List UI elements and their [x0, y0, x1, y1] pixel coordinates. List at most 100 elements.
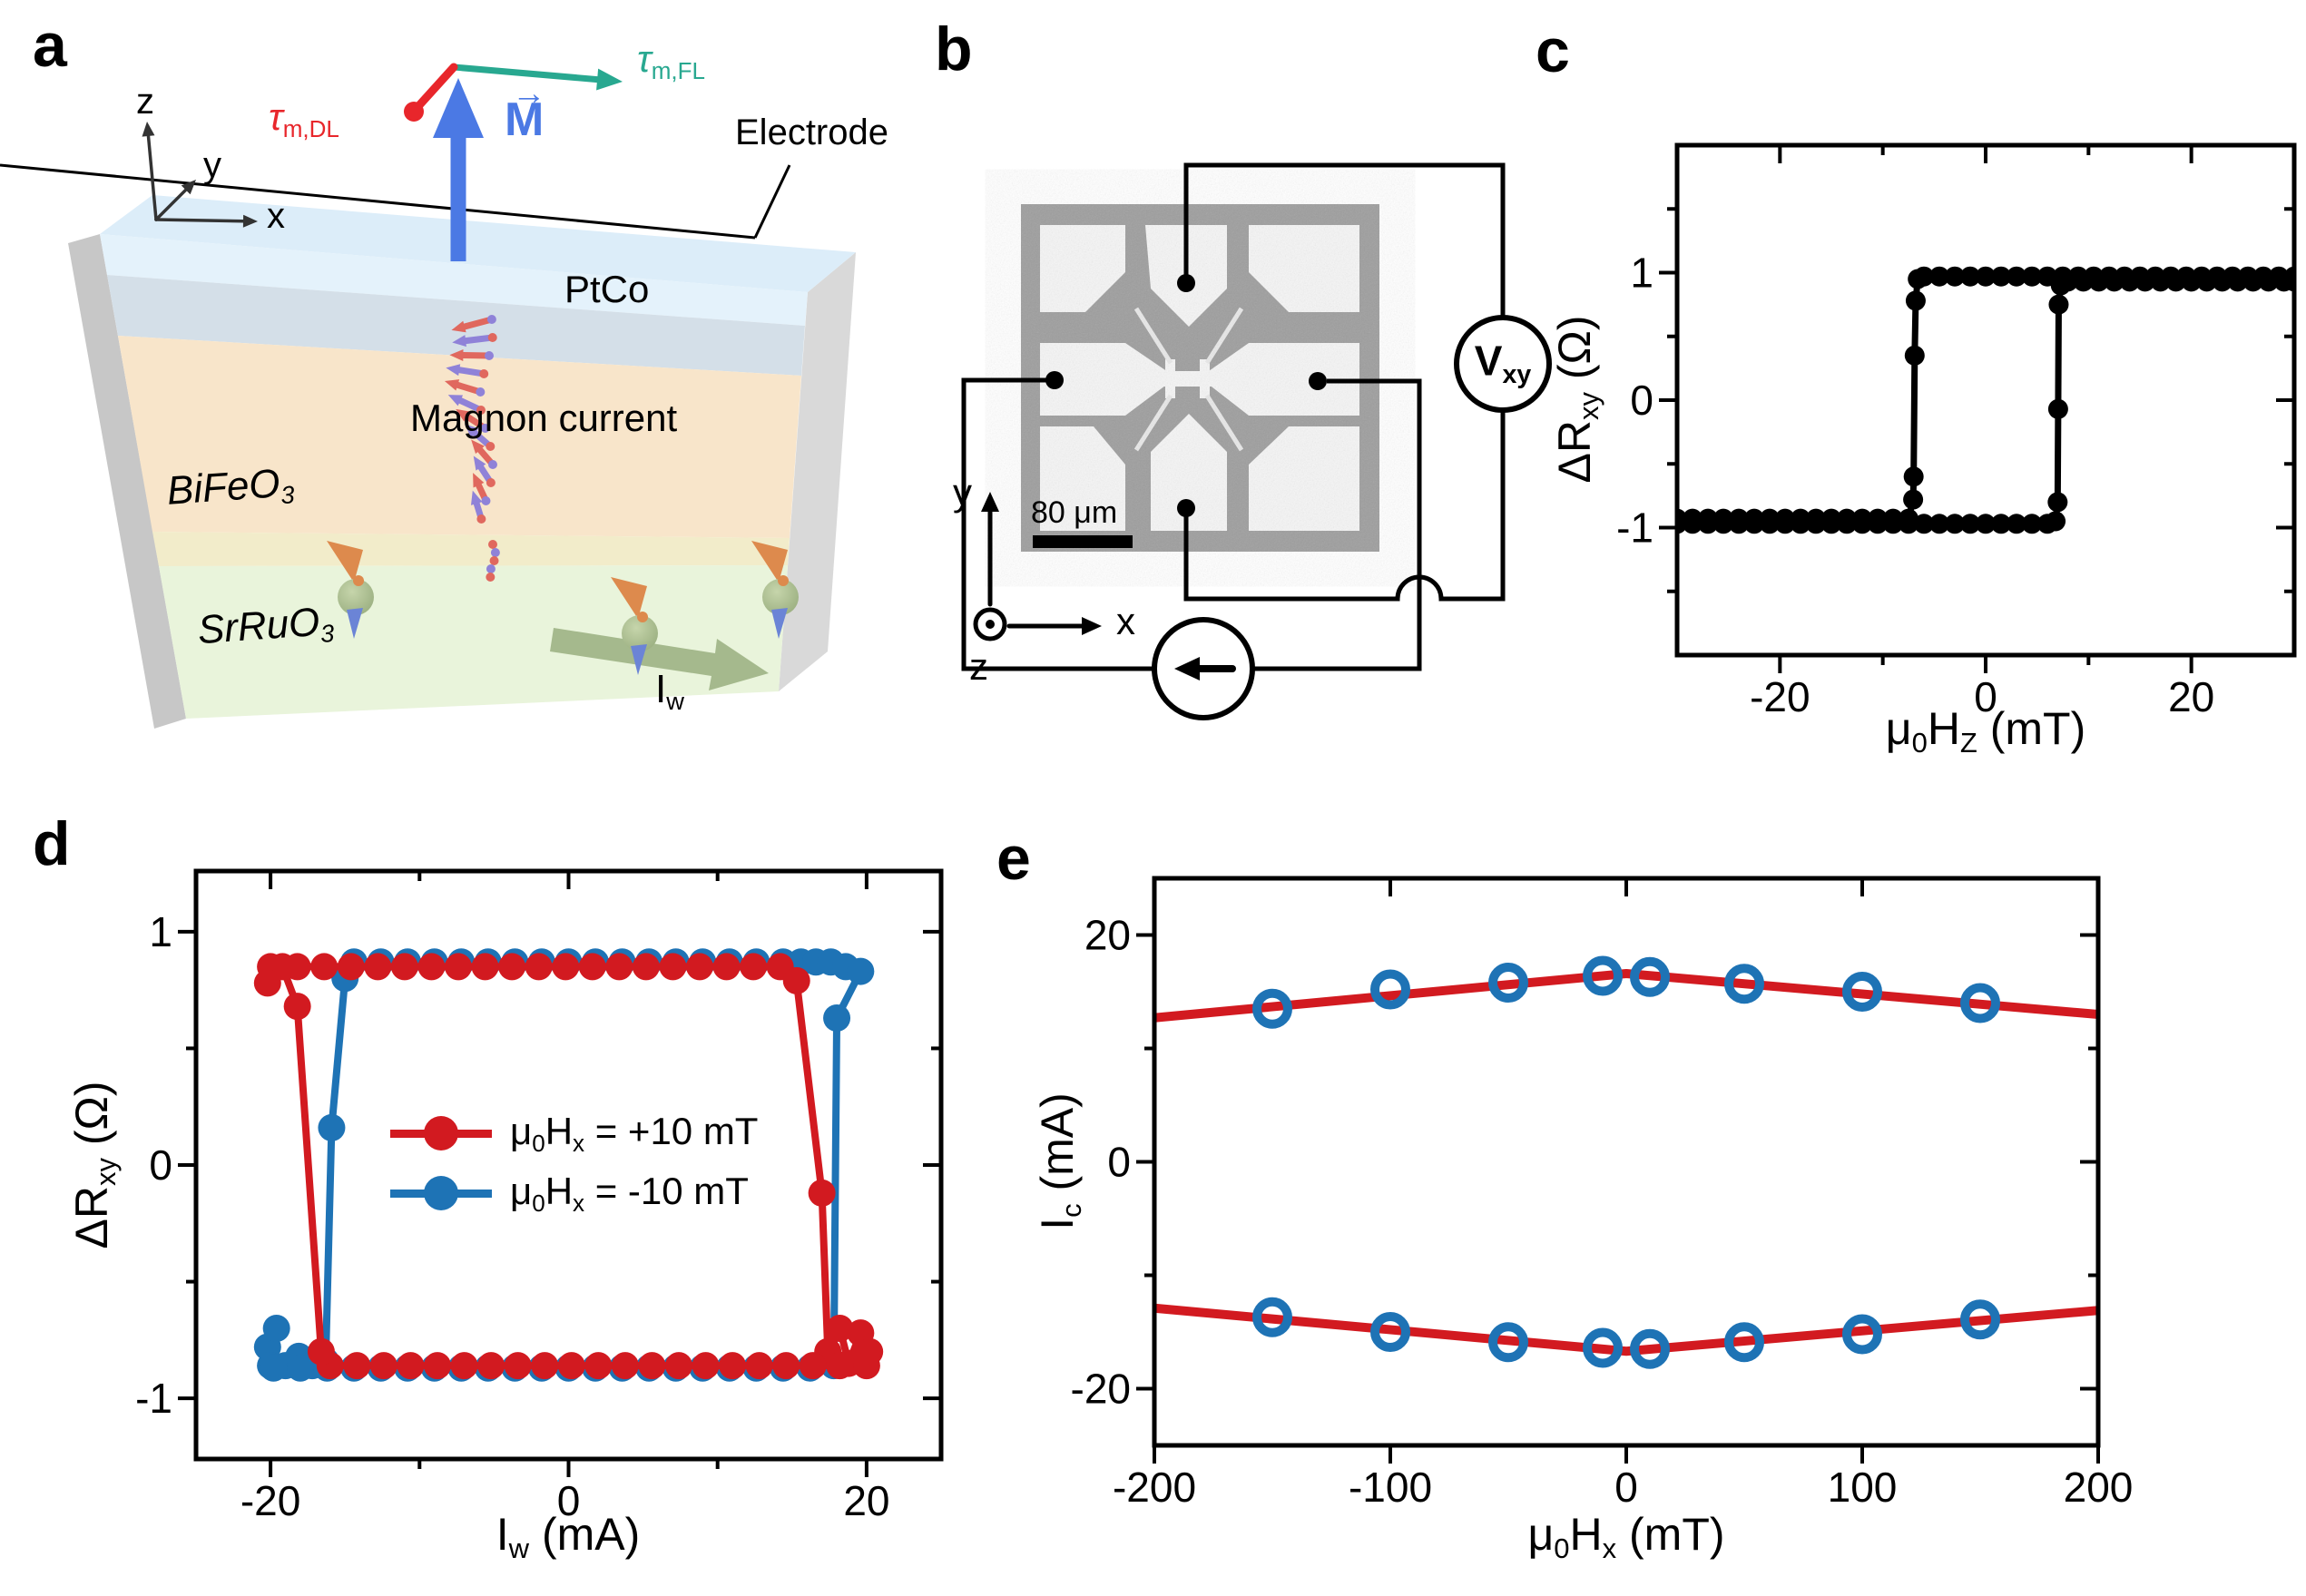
data-point-sweep-down: [1791, 508, 1810, 529]
data-point-ic-positive: [1724, 964, 1764, 1004]
z-axis-out-of-plane-icon: [973, 607, 1007, 641]
data-point-hx-plus-10mT: [665, 1352, 693, 1380]
data-point-hx-plus-10mT: [659, 953, 687, 981]
data-point-sweep-down: [2161, 266, 2181, 287]
magnon-node: [487, 460, 497, 469]
magnon-node: [476, 387, 486, 397]
data-point-ic-positive: [1370, 969, 1410, 1010]
magnon-tail-dot: [490, 548, 500, 557]
panel-a-schematic: [0, 63, 856, 729]
torque-fl-arrow-head: [596, 68, 623, 91]
magnon-node: [476, 406, 486, 415]
magnon-tail-dot: [488, 540, 497, 549]
ytick-label: 0: [149, 1141, 172, 1189]
chart-c: -20 0 20 -1 0 1: [1616, 142, 2297, 720]
data-point-sweep-down: [2223, 266, 2242, 287]
data-point-hx-plus-10mT: [424, 1352, 452, 1380]
data-point-hx-plus-10mT: [471, 953, 499, 981]
data-point-sweep-down: [1904, 345, 1925, 366]
series-line-fit-lower: [1153, 1303, 2100, 1356]
data-point-sweep-down: [2037, 266, 2057, 287]
data-point-sweep-down: [1976, 266, 1996, 287]
data-point-ic-positive: [1630, 956, 1670, 997]
magnon-arrow-10-head: [473, 473, 485, 488]
ylabel-chart-e: Ic (mA): [1031, 1092, 1088, 1230]
data-point-sweep-down: [1991, 266, 2011, 287]
circuit-wires: [961, 162, 1506, 671]
xtick-label: 200: [2064, 1464, 2134, 1511]
data-point-sweep-down: [2084, 266, 2104, 287]
data-point-hx-plus-10mT: [498, 953, 526, 981]
data-point-sweep-up: [1960, 514, 1980, 534]
data-point-sweep-up: [1914, 514, 1934, 534]
magnon-tail-dot: [486, 564, 496, 573]
torque-dl-arrow: [415, 63, 458, 110]
b-y-axis-arrow-head: [981, 492, 999, 512]
magnetization-arrow-head: [433, 78, 484, 138]
panel-label-e: e: [996, 824, 1031, 893]
axes-box-e: [1152, 876, 2101, 1448]
xtick-label: -20: [1750, 673, 1810, 720]
data-point-sweep-down: [1729, 508, 1749, 529]
data-point-hx-plus-10mT: [283, 993, 311, 1021]
magnon-arrow-1-head: [452, 335, 466, 348]
xlabel-chart-d: Iw (mA): [496, 1508, 641, 1565]
data-point-sweep-down: [2145, 266, 2165, 287]
a-x-axis-arrow-head: [242, 214, 258, 228]
data-point-sweep-down: [1713, 508, 1733, 529]
data-point-sweep-down: [1760, 508, 1780, 529]
layer-bifeo3-front: [118, 336, 801, 538]
data-point-hx-minus-10mT: [823, 1004, 851, 1032]
layer-ptco-front: [107, 275, 805, 376]
microscope-image: [1021, 204, 1379, 552]
data-point-sweep-down: [1744, 508, 1764, 529]
data-point-hx-plus-10mT: [364, 953, 392, 981]
data-point-hx-plus-10mT: [307, 1337, 335, 1366]
magnon-node: [479, 369, 489, 378]
panel-label-c: c: [1536, 16, 1570, 85]
ytick-label: 1: [1630, 250, 1653, 297]
xtick-label: -20: [240, 1477, 300, 1524]
data-point-hx-plus-10mT: [826, 1315, 854, 1342]
data-point-sweep-up: [2007, 514, 2026, 534]
data-point-ic-negative: [1724, 1322, 1764, 1363]
data-point-sweep-down: [1806, 508, 1826, 529]
wire-source-to-right: [1252, 378, 1422, 671]
xtick-label: 100: [1828, 1464, 1898, 1511]
data-point-sweep-down: [2176, 266, 2196, 287]
data-point-hx-plus-10mT: [552, 953, 580, 981]
data-point-sweep-down: [2115, 266, 2134, 287]
series-layer-d: [253, 948, 884, 1382]
z-axis-dot: [986, 620, 995, 629]
magnon-arrow-7-head: [464, 424, 479, 438]
xtick-label: 0: [1974, 673, 1997, 720]
data-point-hx-minus-10mT: [260, 1354, 288, 1382]
stack-right-side-face-electrode: [779, 252, 856, 691]
xtick-label: -200: [1113, 1464, 1196, 1511]
magnon-arrow-0-head: [451, 320, 466, 333]
ytick-label: 0: [1107, 1139, 1131, 1186]
charts-layer: -20 0 20-101-20 0 20-101-200 -100 0 100 200-2002…: [135, 142, 2297, 1524]
axes-box-d: [193, 868, 944, 1462]
data-point-hx-plus-10mT: [390, 953, 418, 981]
data-point-hx-plus-10mT: [444, 953, 472, 981]
ytick-label: -1: [1616, 504, 1653, 552]
magnon-arrow-2-head: [449, 349, 464, 361]
data-point-ic-negative: [1960, 1299, 2000, 1340]
ytick-label: 0: [1630, 377, 1653, 424]
spin-cone: [611, 577, 658, 675]
data-point-hx-plus-10mT: [712, 953, 741, 981]
data-point-hx-plus-10mT: [826, 1352, 854, 1380]
data-point-hx-plus-10mT: [719, 1352, 747, 1380]
data-point-sweep-up: [2047, 398, 2068, 419]
magnon-arrow-6-head: [456, 408, 471, 422]
magnon-node: [476, 514, 486, 524]
data-point-sweep-down: [2269, 266, 2289, 287]
data-point-hx-plus-10mT: [632, 953, 660, 981]
chart-d: -20 0 20 -1 0 1: [135, 868, 944, 1524]
series-layer-e: [1153, 955, 2100, 1369]
magnetization-label: → M: [505, 73, 546, 146]
wire-terminals: [1045, 274, 1327, 517]
data-point-hx-minus-10mT: [286, 1354, 314, 1382]
